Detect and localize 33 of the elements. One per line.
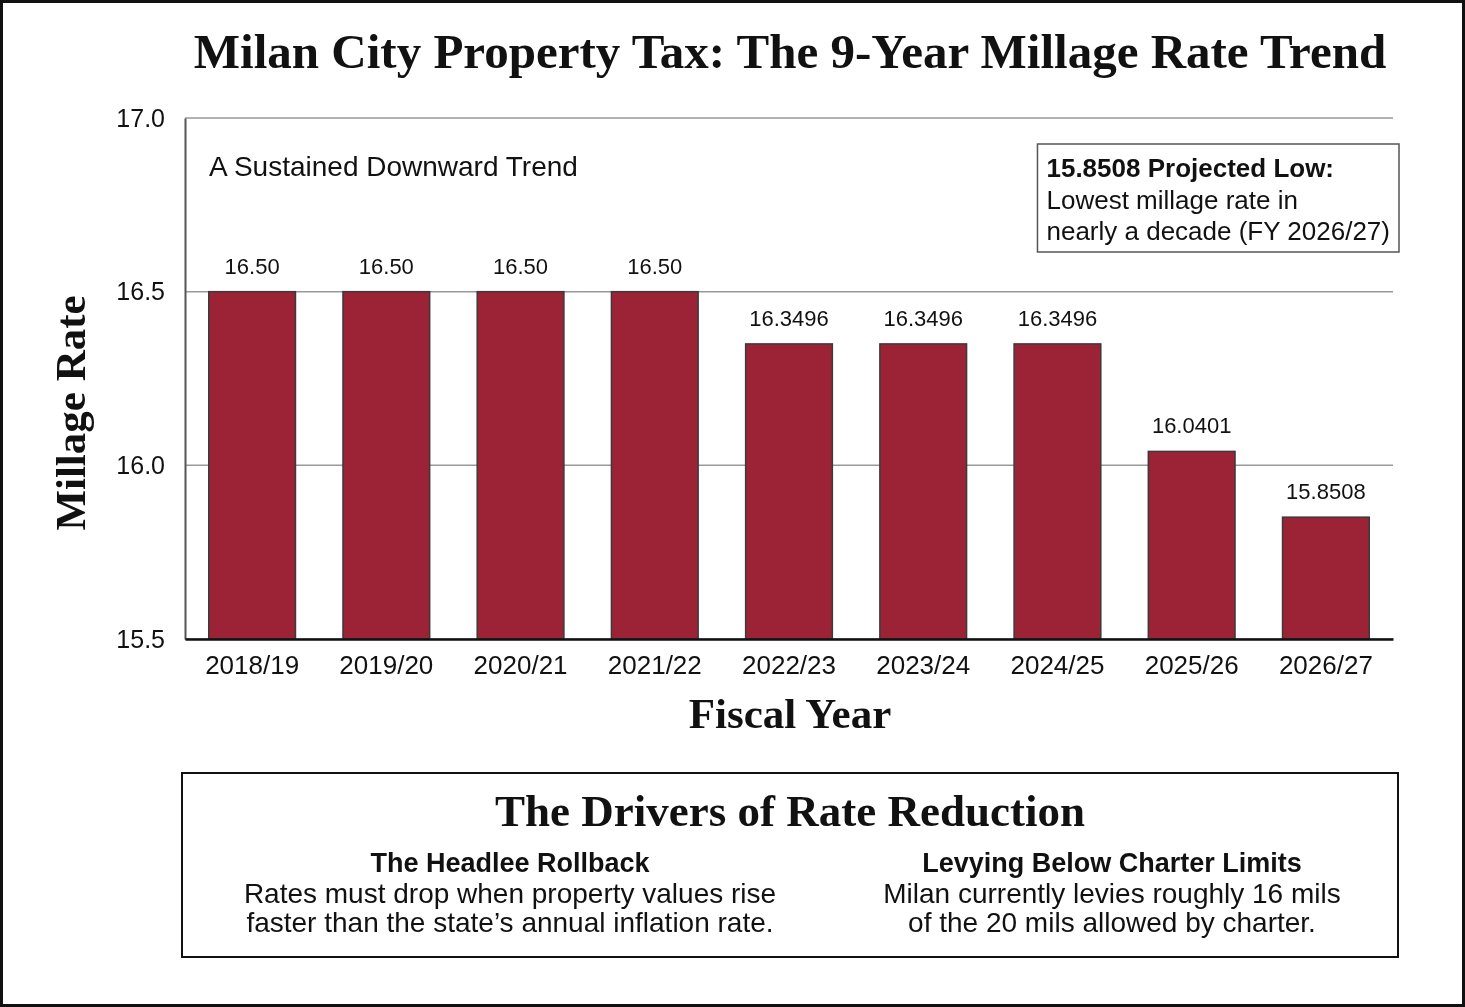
- x-tick-label: 2018/19: [205, 650, 300, 681]
- text: The Headlee Rollback: [370, 848, 651, 878]
- y-tick-label: 17.0: [116, 103, 165, 132]
- annotation: Lowest millage rate in nearly a decade (FY 2026/27): [1046, 185, 1390, 246]
- y-tick-label: 16.5: [116, 277, 165, 306]
- data-label: 16.50: [224, 253, 280, 279]
- x-tick-label: 2026/27: [1278, 650, 1373, 681]
- data-label: 16.0401: [1151, 413, 1232, 439]
- data-label: 16.50: [627, 253, 683, 279]
- text: Rates must drop when property values rise faster than the state’s annual inflation rate.: [243, 878, 777, 938]
- text: Levying Below Charter Limits: [922, 848, 1302, 878]
- data-label: 16.3496: [883, 305, 963, 331]
- text: Milan currently levies roughly 16 mils of the 20 mils allowed by charter.: [883, 878, 1341, 938]
- chart-title: Milan City Property Tax: The 9-Year Millage Rate Trend: [193, 24, 1387, 79]
- x-tick-label: 2024/25: [1010, 650, 1105, 681]
- annotation: 15.8508 Projected Low:: [1046, 153, 1335, 183]
- data-label: 15.8508: [1286, 479, 1366, 505]
- y-tick-label: 16.0: [116, 450, 165, 479]
- x-tick-label: 2021/22: [607, 650, 702, 681]
- data-label: 16.50: [493, 253, 549, 279]
- x-tick-label: 2022/23: [742, 650, 836, 681]
- x-tick-label: 2023/24: [876, 650, 971, 681]
- x-tick-label: 2025/26: [1144, 650, 1239, 681]
- y-axis-title: Millage Rate: [46, 295, 94, 531]
- text: A Sustained Downward Trend: [209, 151, 578, 182]
- data-label: 16.50: [358, 253, 414, 279]
- x-tick-label: 2019/20: [339, 650, 434, 681]
- y-tick-label: 15.5: [116, 624, 165, 653]
- x-axis-title: Fiscal Year: [688, 690, 892, 737]
- x-tick-label: 2020/21: [473, 650, 568, 681]
- data-label: 16.3496: [749, 305, 829, 331]
- text: The Drivers of Rate Reduction: [495, 786, 1085, 836]
- data-label: 16.3496: [1017, 305, 1098, 331]
